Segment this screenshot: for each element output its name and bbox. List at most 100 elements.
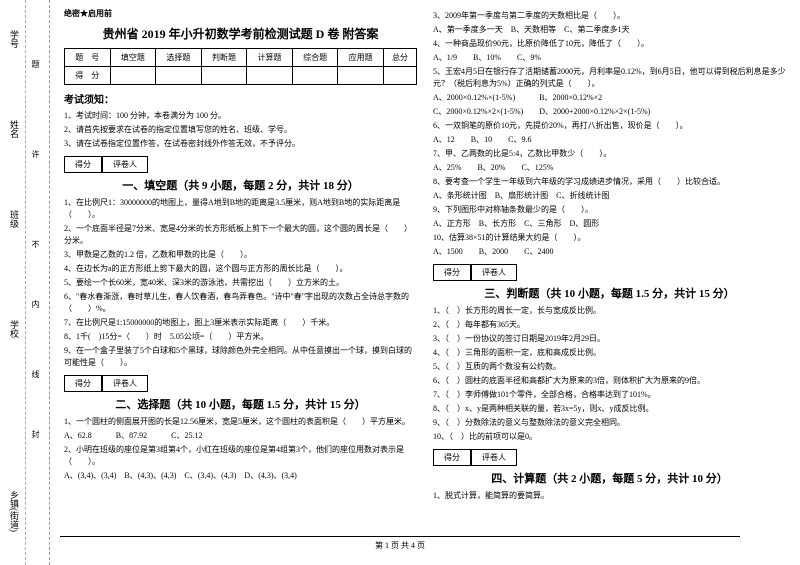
question: 6、（ ）圆柱的底面半径和高都扩大为原来的3倍，则体积扩大为原来的9倍。	[433, 375, 786, 387]
th: 综合题	[292, 49, 338, 67]
question: 10、估算38×51的计算结果大约是（ ）。	[433, 232, 786, 244]
score-box: 得分	[64, 156, 102, 173]
question: 6、"春水春渐涨，春时草儿生，春人饮春酒，春鸟弄春色。"诗中"春"字出现的次数占…	[64, 291, 417, 315]
question: 5、王宏4月5日在银行存了活期储蓄2000元，月利率是0.12%，到6月5日，他…	[433, 66, 786, 90]
secret-label: 绝密★启用前	[64, 8, 417, 19]
question: 5、（ ）互质的两个数没有公约数。	[433, 361, 786, 373]
notice-line: 2、请首先按要求在试卷的指定位置填写您的姓名、班级、学号。	[64, 124, 417, 135]
question: 8、1千( )15分=（ ）时 5.05公顷=（ ）平方米。	[64, 331, 417, 343]
marker-box: 评卷人	[471, 264, 517, 281]
question: 6、一双铜笔的原价10元，先提价20%，再打八折出售，现价是（ ）。	[433, 120, 786, 132]
options: A、2000×0.12%×(1-5%) B、2000×0.12%×2	[433, 92, 786, 104]
marker-box: 评卷人	[102, 156, 148, 173]
question: 1、在比例尺1：30000000的地图上，量得A地到B地的距离是3.5厘米，则A…	[64, 197, 417, 221]
seal-char: 线	[30, 370, 41, 378]
td	[383, 67, 416, 85]
td	[292, 67, 338, 85]
options: A、62.8 B、87.92 C、25.12	[64, 430, 417, 442]
exam-title: 贵州省 2019 年小升初数学考前检测试题 D 卷 附答案	[64, 25, 417, 42]
dash-line	[25, 0, 26, 565]
question: 2、（ ）每年都有365天。	[433, 319, 786, 331]
th: 填空题	[110, 49, 156, 67]
section3-title: 三、判断题（共 10 小题，每题 1.5 分，共计 15 分）	[433, 285, 786, 301]
options: A、(3,4)、(3,4) B、(4,3)、(4,3) C、(3,4)、(4,3…	[64, 470, 417, 482]
question: 2、一个底面半径是7分米、宽是4分米的长方形纸板上剪下一个最大的圆，这个圆的周长…	[64, 223, 417, 247]
section1-title: 一、填空题（共 9 小题，每题 2 分，共计 18 分）	[64, 177, 417, 193]
th: 总分	[383, 49, 416, 67]
options: A、1500 B、2000 C、2400	[433, 246, 786, 258]
options: A、条形统计图 B、扇形统计图 C、折线统计图	[433, 190, 786, 202]
section-score-box: 得分 评卷人	[433, 264, 786, 281]
options: A、25% B、20% C、125%	[433, 162, 786, 174]
question: 4、（ ）三角形的面积一定，底和高成反比例。	[433, 347, 786, 359]
notice-line: 1、考试时间：100 分钟，本卷满分为 100 分。	[64, 110, 417, 121]
question: 9、（ ）分数除法的意义与整数除法的意义完全相同。	[433, 417, 786, 429]
seal-char: 许	[30, 150, 41, 158]
question: 7、在比例尺是1:15000000的地图上，图上3厘米表示实际距离（ ）千米。	[64, 317, 417, 329]
section2-title: 二、选择题（共 10 小题，每题 1.5 分，共计 15 分）	[64, 396, 417, 412]
section4-title: 四、计算题（共 2 小题，每题 5 分，共计 10 分）	[433, 470, 786, 486]
th: 选择题	[156, 49, 202, 67]
th: 题 号	[65, 49, 111, 67]
table-row: 得 分	[65, 67, 417, 85]
notice-line: 3、请在试卷指定位置作答，在试卷密封线外作答无效，不予评分。	[64, 138, 417, 149]
th: 计算题	[247, 49, 293, 67]
td	[156, 67, 202, 85]
seal-char: 封	[30, 430, 41, 438]
question: 5、要绘一个长60米，宽40米、深3米的游泳池，共需挖出（ ）立方米的土。	[64, 277, 417, 289]
options: C、2000×0.12%×2×(1-5%) D、2000+2000×0.12%×…	[433, 106, 786, 118]
td	[110, 67, 156, 85]
margin-label-xingming: 姓名	[8, 120, 21, 138]
td	[201, 67, 247, 85]
question: 3、（ ）一份协议的签订日期是2019年2月29日。	[433, 333, 786, 345]
seal-char: 内	[30, 300, 41, 308]
margin-label-xuehao: 学号	[8, 30, 21, 48]
section-score-box: 得分 评卷人	[64, 156, 417, 173]
options: A、第一季度多一天 B、天数相等 C、第二季度多1天	[433, 24, 786, 36]
margin-label-banji: 班级	[8, 210, 21, 228]
seal-char: 题	[30, 60, 41, 68]
marker-box: 评卷人	[102, 375, 148, 392]
question: 4、在边长为a的正方形纸上剪下最大的圆，这个圆与正方形的周长比是（ ）。	[64, 263, 417, 275]
td	[247, 67, 293, 85]
td: 得 分	[65, 67, 111, 85]
options: A、正方形 B、长方形 C、三角形 D、圆形	[433, 218, 786, 230]
question: 8、要考查一个学生一年级到六年级的学习成绩进步情况，采用（ ）比较合适。	[433, 176, 786, 188]
question: 7、甲、乙两数的比是5:4，乙数比甲数少（ ）。	[433, 148, 786, 160]
page-footer: 第 1 页 共 4 页	[60, 536, 740, 551]
question: 9、下列图形中对称轴条数最少的是（ ）。	[433, 204, 786, 216]
score-box: 得分	[433, 264, 471, 281]
question: 8、（ ）x、y是两种相关联的量，若3x=5y，则x、y成反比例。	[433, 403, 786, 415]
notice-header: 考试须知：	[64, 91, 417, 106]
section-score-box: 得分 评卷人	[433, 449, 786, 466]
th: 应用题	[338, 49, 384, 67]
content-area: 绝密★启用前 贵州省 2019 年小升初数学考前检测试题 D 卷 附答案 题 号…	[50, 0, 800, 565]
question: 2、小明在班级的座位是第3组第4个，小红在班级的座位是第4组第3个，他们的座位用…	[64, 444, 417, 468]
question: 7、（ ）李师傅做101个零件，全部合格，合格率达到了101%。	[433, 389, 786, 401]
options: A、1/9 B、10% C、9%	[433, 52, 786, 64]
right-column: 3、2009年第一季度与第二季度的天数相比是（ ）。 A、第一季度多一天 B、天…	[425, 8, 794, 557]
margin-label-xuexiao: 学校	[8, 320, 21, 338]
margin-label-xiangzhen: 乡镇(街道)	[8, 490, 21, 532]
marker-box: 评卷人	[471, 449, 517, 466]
th: 判断题	[201, 49, 247, 67]
question: 3、甲数是乙数的1.2 倍，乙数和甲数的比是（ ）。	[64, 249, 417, 261]
question: 1、脱式计算，能简算的要简算。	[433, 490, 786, 502]
question: 10、（ ）比的前项可以是0。	[433, 431, 786, 443]
options: A、12 B、10 C、9.6	[433, 134, 786, 146]
question: 9、在一个盒子里装了5个白球和5个黑球，球除颜色外完全相同。从中任意摸出一个球，…	[64, 345, 417, 369]
binding-margin: 学号 姓名 班级 学校 乡镇(街道) 题 许 不 内 线 封	[0, 0, 50, 565]
question: 3、2009年第一季度与第二季度的天数相比是（ ）。	[433, 10, 786, 22]
table-row: 题 号 填空题 选择题 判断题 计算题 综合题 应用题 总分	[65, 49, 417, 67]
seal-char: 不	[30, 240, 41, 248]
question: 1、（ ）长方形的周长一定，长与宽成反比例。	[433, 305, 786, 317]
score-table: 题 号 填空题 选择题 判断题 计算题 综合题 应用题 总分 得 分	[64, 48, 417, 85]
score-box: 得分	[433, 449, 471, 466]
question: 1、一个圆柱的侧面展开图的长是12.56厘米，宽是5厘米，这个圆柱的表面积是（ …	[64, 416, 417, 428]
question: 4、一种商品现价90元，比原价降低了10元，降低了（ ）。	[433, 38, 786, 50]
score-box: 得分	[64, 375, 102, 392]
left-column: 绝密★启用前 贵州省 2019 年小升初数学考前检测试题 D 卷 附答案 题 号…	[56, 8, 425, 557]
exam-page: 学号 姓名 班级 学校 乡镇(街道) 题 许 不 内 线 封 绝密★启用前 贵州…	[0, 0, 800, 565]
section-score-box: 得分 评卷人	[64, 375, 417, 392]
td	[338, 67, 384, 85]
